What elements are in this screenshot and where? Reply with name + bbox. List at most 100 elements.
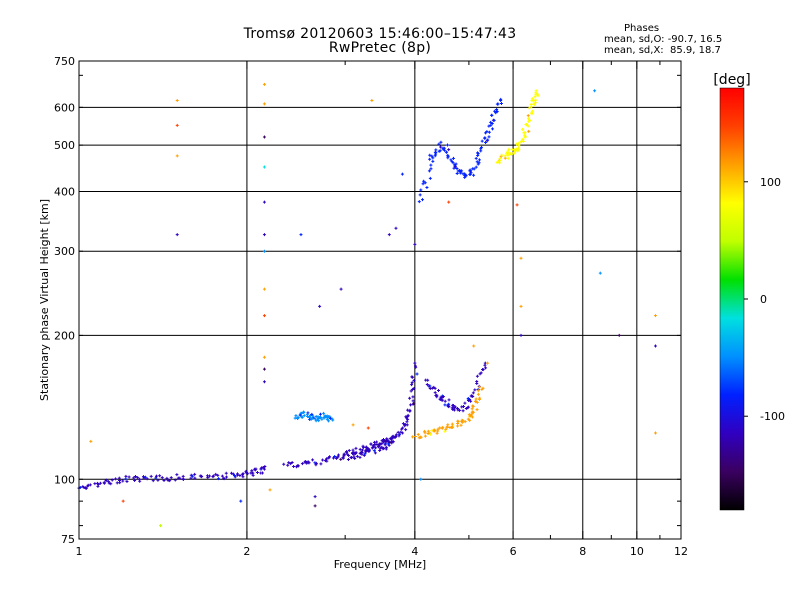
data-point — [473, 388, 477, 392]
data-point — [159, 524, 163, 528]
data-point — [415, 372, 419, 376]
data-point — [412, 378, 416, 382]
data-point — [414, 365, 418, 369]
data-point — [363, 452, 367, 456]
data-point — [519, 256, 523, 260]
data-point — [483, 136, 487, 140]
data-point — [420, 198, 424, 202]
data-point — [318, 304, 322, 308]
data-point — [445, 425, 449, 429]
data-point — [262, 135, 266, 139]
data-point — [478, 396, 482, 400]
data-point — [409, 403, 413, 407]
data-point — [193, 472, 197, 476]
data-point — [191, 474, 195, 478]
data-point — [433, 154, 437, 158]
data-point — [107, 480, 111, 484]
data-point — [262, 249, 266, 253]
data-point — [358, 455, 362, 459]
data-point — [168, 479, 172, 483]
data-point — [523, 131, 527, 135]
data-point — [459, 423, 463, 427]
data-point — [84, 487, 88, 491]
data-point — [534, 89, 538, 93]
data-point — [527, 129, 531, 133]
data-point — [534, 98, 538, 102]
data-point — [154, 474, 158, 478]
data-point — [449, 158, 453, 162]
data-point — [294, 414, 298, 418]
data-point — [418, 435, 422, 439]
data-point — [354, 446, 358, 450]
data-point — [423, 431, 427, 435]
data-point — [253, 467, 257, 471]
plot-frame — [78, 60, 682, 540]
data-point — [387, 233, 391, 237]
data-point — [408, 409, 412, 413]
data-point — [224, 471, 228, 475]
data-point — [451, 161, 455, 165]
data-point — [406, 413, 410, 417]
data-point — [388, 437, 392, 441]
data-point — [339, 287, 343, 291]
data-point — [428, 432, 432, 436]
y-tick-label: 75 — [61, 533, 75, 546]
data-point — [125, 480, 129, 484]
data-point — [475, 374, 479, 378]
data-point — [478, 385, 482, 389]
data-point — [89, 439, 93, 443]
data-point — [519, 304, 523, 308]
data-point — [162, 478, 166, 482]
data-point — [306, 414, 310, 418]
data-point — [175, 154, 179, 158]
data-point — [319, 462, 323, 466]
data-point — [464, 174, 468, 178]
data-point — [339, 457, 343, 461]
data-point — [463, 175, 467, 179]
data-point — [472, 173, 476, 177]
data-point — [262, 380, 266, 384]
x-tick-label: 1 — [76, 545, 83, 558]
y-tick-label: 750 — [54, 55, 75, 68]
data-point — [405, 420, 409, 424]
data-point — [82, 486, 86, 490]
data-point — [347, 449, 351, 452]
data-point — [302, 414, 306, 418]
data-point — [388, 441, 392, 444]
colorbar-label: [deg] — [713, 72, 750, 88]
data-point — [268, 488, 272, 492]
data-point — [455, 166, 459, 170]
data-point — [137, 477, 141, 481]
y-tick-label: 500 — [54, 139, 75, 152]
data-point — [109, 482, 113, 486]
data-point — [208, 474, 212, 478]
data-point — [149, 474, 153, 478]
data-point — [229, 471, 233, 475]
data-point — [286, 463, 290, 467]
data-point — [323, 414, 327, 418]
data-point — [521, 137, 525, 141]
data-point — [474, 156, 478, 160]
data-point — [445, 150, 449, 154]
data-point — [484, 131, 488, 135]
data-point — [370, 99, 374, 103]
data-point — [489, 120, 493, 124]
x-axis-label: Frequency [MHz] — [334, 558, 426, 571]
data-point — [475, 160, 479, 164]
data-point — [299, 233, 303, 237]
data-point — [534, 101, 538, 105]
data-point — [320, 417, 324, 421]
data-point — [298, 413, 302, 417]
data-point — [439, 145, 443, 149]
data-point — [471, 167, 475, 171]
data-point — [255, 470, 259, 474]
data-point — [461, 419, 465, 423]
data-point — [495, 107, 499, 111]
data-point — [476, 392, 480, 396]
x-tick-label: 10 — [630, 545, 644, 558]
data-point — [432, 429, 436, 433]
data-point — [433, 386, 437, 390]
data-point — [495, 102, 499, 106]
data-point — [413, 435, 417, 439]
